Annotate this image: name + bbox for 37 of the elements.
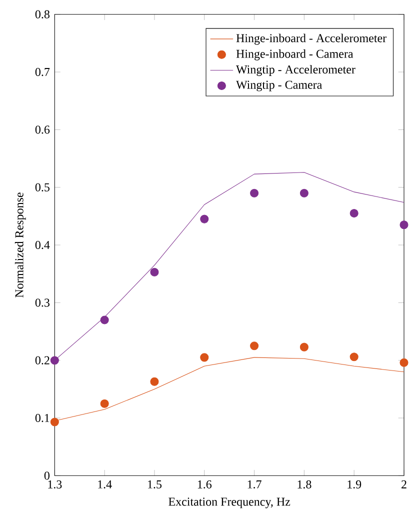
- x-tick-label: 1.8: [298, 480, 312, 489]
- point: [150, 377, 159, 386]
- x-tick-label: 1.3: [48, 480, 62, 488]
- x-axis-title: Excitation Frequency, Hz: [168, 498, 290, 508]
- y-tick-label: 0.2: [35, 356, 50, 364]
- x-tick-label: 1.4: [98, 480, 112, 488]
- y-tick-label: 0.1: [35, 414, 50, 422]
- point: [300, 188, 308, 198]
- point: [350, 352, 358, 362]
- legend-label: Hinge-inboard - Accelerometer: [236, 34, 386, 45]
- x-tick-label: 1.5: [148, 480, 162, 488]
- point: [100, 316, 109, 324]
- legend-label: Wingtip - Camera: [236, 80, 322, 92]
- x-tick-label: 1.6: [198, 480, 212, 488]
- point: [50, 418, 59, 426]
- y-tick-label: 0.8: [35, 10, 50, 18]
- y-tick-label: 0.6: [35, 126, 50, 134]
- point: [150, 268, 159, 276]
- point: [200, 214, 209, 224]
- point: [300, 342, 308, 352]
- point: [100, 399, 109, 408]
- point: [350, 209, 358, 218]
- x-tick-label: 1.9: [348, 480, 362, 488]
- point: [50, 356, 59, 365]
- point: [250, 342, 259, 350]
- x-tick-label: 2: [402, 480, 406, 488]
- legend-label: Wingtip - Accelerometer: [236, 65, 356, 76]
- y-axis-title: Normalized Response: [14, 192, 26, 298]
- x-tick-label: 1.7: [248, 480, 262, 488]
- point: [200, 353, 209, 362]
- y-tick-label: 0.3: [35, 298, 50, 307]
- y-tick-label: 0: [44, 472, 50, 480]
- legend-label: Hinge-inboard - Camera: [236, 49, 354, 60]
- y-tick-label: 0.4: [35, 240, 50, 250]
- point: [250, 188, 259, 198]
- y-tick-label: 0.7: [35, 68, 50, 76]
- y-tick-label: 0.5: [35, 183, 50, 192]
